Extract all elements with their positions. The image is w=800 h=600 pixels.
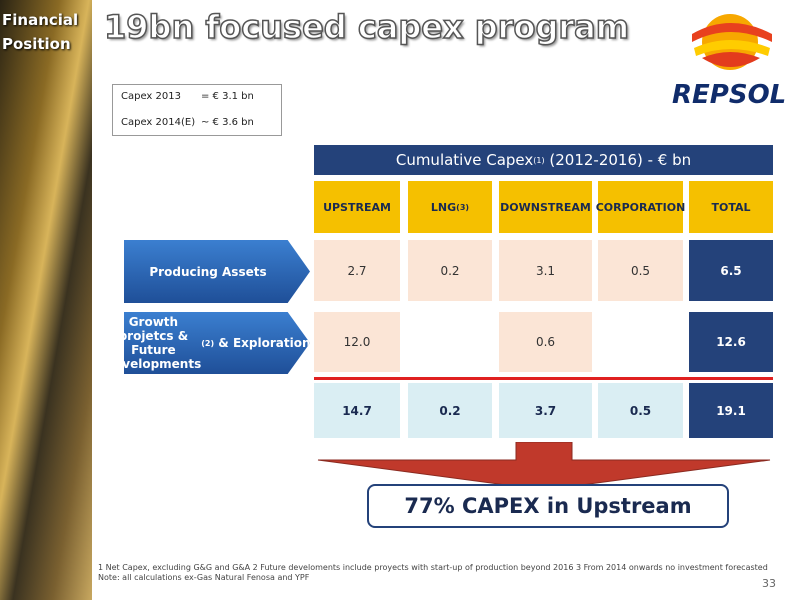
- row-label: Producing Assets: [124, 240, 310, 303]
- summary-label: Capex 2014(E): [121, 117, 196, 128]
- column-header-text: TOTAL: [711, 200, 751, 214]
- total-cell: 3.7: [499, 383, 592, 438]
- footnotes: 1 Net Capex, excluding G&G and G&A 2 Fut…: [98, 563, 786, 583]
- footnote-ref: (1): [533, 155, 545, 165]
- row-label: Growth projetcs & Future developments (2)…: [124, 312, 310, 374]
- column-header: DOWNSTREAM: [499, 181, 592, 233]
- column-header-text: UPSTREAM: [323, 200, 391, 214]
- footnote: Note: all calculations ex-Gas Natural Fe…: [98, 573, 310, 582]
- logo-text: REPSOL: [672, 80, 787, 110]
- down-arrow: [317, 442, 771, 491]
- column-header-text: LNG: [430, 200, 457, 214]
- total-cell: 19.1: [689, 383, 773, 438]
- summary-value: ~ € 3.6 bn: [201, 117, 254, 128]
- row-label-rest: & Exploration: [214, 336, 311, 350]
- column-header-text: CORPORATION: [595, 200, 686, 214]
- table-cell: 3.1: [499, 240, 592, 301]
- total-cell: 14.7: [314, 383, 400, 438]
- row-label-text: Growth projetcs & Future developments: [105, 315, 202, 371]
- column-header: LNG (3): [408, 181, 492, 233]
- table-cell: 0.5: [598, 240, 683, 301]
- footnote-ref: (3): [456, 202, 470, 212]
- table-title-text: Cumulative Capex: [395, 151, 534, 169]
- table-cell: [408, 312, 492, 372]
- sidebar-image: [0, 0, 92, 600]
- column-header: TOTAL: [689, 181, 773, 233]
- row-label-text: Producing Assets: [149, 264, 267, 279]
- table-title: Cumulative Capex (1) (2012-2016) - € bn: [314, 145, 773, 175]
- footnote-ref: (2): [201, 338, 215, 348]
- table-cell: 6.5: [689, 240, 773, 301]
- table-cell: [598, 312, 683, 372]
- table-cell: 2.7: [314, 240, 400, 301]
- footnote: 1 Net Capex, excluding G&G and G&A 2 Fut…: [98, 563, 768, 572]
- section-label: Financial Position: [2, 11, 79, 53]
- table-cell: 0.6: [499, 312, 592, 372]
- summary-label: Capex 2013: [121, 91, 181, 102]
- callout: 77% CAPEX in Upstream: [367, 484, 729, 528]
- slide-title: 19bn focused capex program: [103, 7, 630, 47]
- column-header-text: DOWNSTREAM: [500, 200, 591, 214]
- table-cell: 0.2: [408, 240, 492, 301]
- column-header: CORPORATION: [595, 181, 686, 233]
- page-number: 33: [762, 577, 776, 590]
- logo-mark: [692, 14, 772, 70]
- table-cell: 12.6: [689, 312, 773, 372]
- total-cell: 0.5: [598, 383, 683, 438]
- divider: [314, 377, 773, 380]
- column-header: UPSTREAM: [314, 181, 400, 233]
- summary-box: Capex 2013 = € 3.1 bn Capex 2014(E) ~ € 3.…: [112, 84, 282, 136]
- total-cell: 0.2: [408, 383, 492, 438]
- summary-value: = € 3.1 bn: [201, 91, 254, 102]
- table-title-rest: (2012-2016) - € bn: [544, 151, 692, 169]
- table-cell: 12.0: [314, 312, 400, 372]
